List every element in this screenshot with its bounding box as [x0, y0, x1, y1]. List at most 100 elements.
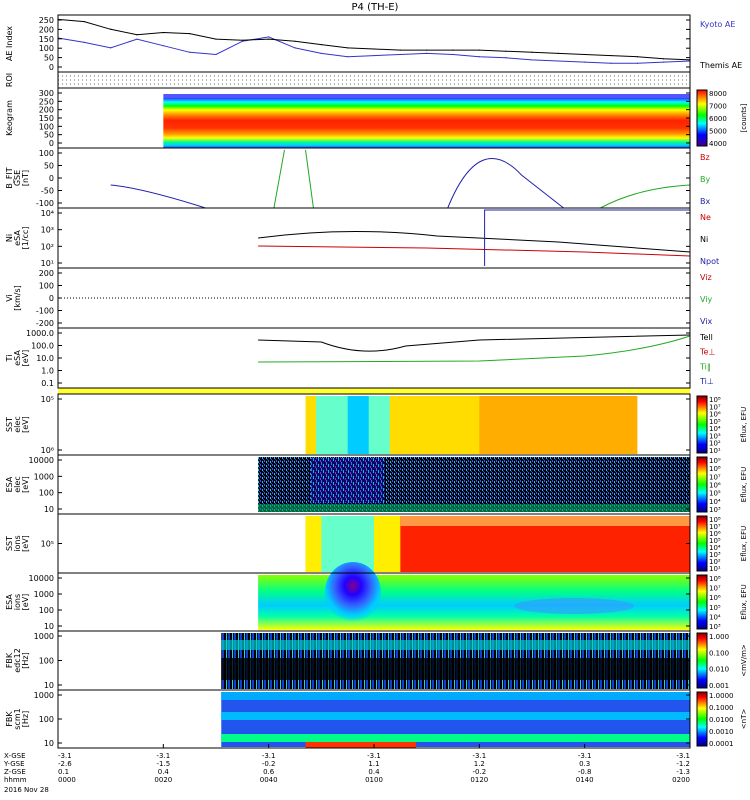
series-point-kyoto-ae [136, 38, 138, 40]
ylabel-sst_i: [eV] [21, 535, 30, 552]
ylabel-ti: [eV] [21, 350, 30, 367]
ti-par-line [258, 334, 691, 352]
colorbar-fbk_b [696, 691, 708, 747]
colorbar-label-fbk_e: <mV/m> [740, 644, 748, 677]
colorbar-tick-keogram: 7000 [709, 103, 727, 111]
ytick-keogram: 250 [39, 97, 54, 106]
colorbar-tick-fbk_e: 0.100 [709, 649, 729, 657]
series-point-kyoto-ae [241, 40, 243, 42]
ytick-bfit: 50 [44, 162, 54, 171]
colorbar-tick-fbk_e: 0.010 [709, 666, 729, 674]
fbk-b-image [221, 692, 690, 700]
legend-vi: Viz [700, 273, 712, 282]
ytick-fbk_b: 10 [44, 739, 54, 748]
ytick-ni: 10¹ [41, 259, 54, 268]
colorbar-tick-sst_i: 10⁵ [709, 537, 721, 545]
ytick-ae: 50 [44, 54, 54, 63]
ylabel-fbk_e: edc12 [13, 648, 22, 673]
series-point-kyoto-ae [636, 62, 638, 64]
time-tick-z: 0.4 [368, 768, 380, 776]
series-point-kyoto-ae [347, 56, 349, 58]
colorbar-tick-sst_i: 10⁷ [709, 523, 721, 531]
time-tick-x: -3.1 [676, 752, 690, 760]
bfit-by-line [273, 149, 285, 209]
colorbar-label-keogram: [counts] [740, 103, 748, 132]
time-tick-z: 0.1 [58, 768, 69, 776]
series-point-themis-ae [610, 54, 612, 57]
ylabel-ae: AE Index [5, 26, 14, 61]
ytick-esa_e: 10 [44, 505, 54, 514]
colorbar-tick-keogram: 4000 [709, 140, 727, 148]
fbk-e-image [221, 658, 690, 680]
ytick-keogram: 200 [39, 106, 54, 115]
plot-title: P4 (TH-E) [352, 2, 399, 13]
series-point-themis-ae [531, 51, 533, 53]
ylabel-ni: eSA [13, 230, 22, 246]
ylabel-bfit: GSE [13, 170, 22, 186]
npot-line [484, 209, 690, 266]
series-point-themis-ae [505, 50, 507, 52]
ylabel-bfit: [nT] [21, 170, 30, 186]
series-point-kyoto-ae [478, 56, 480, 58]
time-tick-z: 0.4 [158, 768, 170, 776]
legend-bfit: Bz [700, 153, 710, 162]
ylabel-esa_e: ESA [5, 476, 14, 492]
series-point-themis-ae [215, 38, 217, 40]
series-point-kyoto-ae [320, 52, 322, 54]
colorbar-label-esa_e: Eflux, EFU [740, 467, 748, 502]
ylabel-esa_i: [eV] [21, 594, 30, 611]
colorbar-tick-fbk_e: 0.001 [709, 682, 729, 690]
time-row-label: Z-GSE [4, 768, 26, 776]
time-tick-y: -2.6 [58, 760, 72, 768]
colorbar-tick-esa_e: 10⁶ [709, 482, 721, 490]
time-tick-y: 1.1 [368, 760, 379, 768]
ytick-vi: 100 [39, 282, 54, 291]
colorbar-tick-sst_i: 10³ [709, 551, 721, 559]
ytick-ti: 100.0 [31, 342, 54, 351]
legend-vi: Vix [700, 317, 713, 326]
series-point-themis-ae [294, 40, 296, 42]
series-point-kyoto-ae [452, 53, 454, 56]
esa-e-image [310, 458, 385, 503]
time-tick-x: -3.1 [262, 752, 276, 760]
ylabel-sst_e: [eV] [21, 416, 30, 433]
series-point-kyoto-ae [557, 60, 559, 62]
ytick-esa_e: 10000 [29, 456, 54, 465]
esa-i-image [324, 562, 381, 622]
ytick-ni: 10⁴ [41, 209, 54, 218]
colorbar-tick-esa_e: 10⁵ [709, 490, 721, 498]
ylabel-fbk_b: [Hz] [21, 711, 30, 727]
series-point-themis-ae [189, 33, 191, 35]
fbk-e-image [221, 640, 690, 650]
colorbar-tick-fbk_e: 1.000 [709, 633, 729, 641]
ytick-keogram: 0 [49, 139, 54, 148]
series-point-themis-ae [663, 58, 665, 60]
colorbar-tick-sst_i: 10⁸ [709, 516, 721, 524]
colorbar-esa_i [696, 574, 708, 630]
colorbar-tick-fbk_b: 0.0001 [709, 740, 734, 748]
esa-e-image [258, 504, 690, 512]
time-tick-x: -3.1 [578, 752, 592, 760]
panel-frame-ni [57, 207, 691, 269]
series-point-themis-ae [478, 49, 480, 51]
series-point-themis-ae [452, 49, 454, 51]
ytick-fbk_e: 10 [44, 681, 54, 690]
ylabel-roi: ROI [5, 73, 14, 87]
time-row-label: X-GSE [4, 752, 26, 760]
ytick-keogram: 300 [39, 89, 54, 98]
legend-ti: Tell [699, 333, 713, 342]
ytick-sst_e: 10⁵ [41, 395, 54, 404]
legend-ni: Ne [700, 213, 711, 222]
ytick-ti: 1000.0 [26, 329, 54, 338]
colorbar-tick-sst_e: 10⁸ [709, 396, 721, 404]
colorbar-tick-sst_e: 10⁶ [709, 411, 721, 419]
ylabel-vi: [km/s] [13, 285, 22, 311]
esa-i-image [514, 598, 635, 614]
series-point-kyoto-ae [162, 45, 164, 47]
series-point-kyoto-ae [268, 36, 270, 38]
ylabel-fbk_e: [Hz] [21, 652, 30, 668]
series-point-kyoto-ae [399, 53, 401, 56]
time-tick-z: 0.6 [263, 768, 275, 776]
legend-vi: Viy [700, 295, 713, 304]
colorbar-keogram [696, 89, 708, 147]
